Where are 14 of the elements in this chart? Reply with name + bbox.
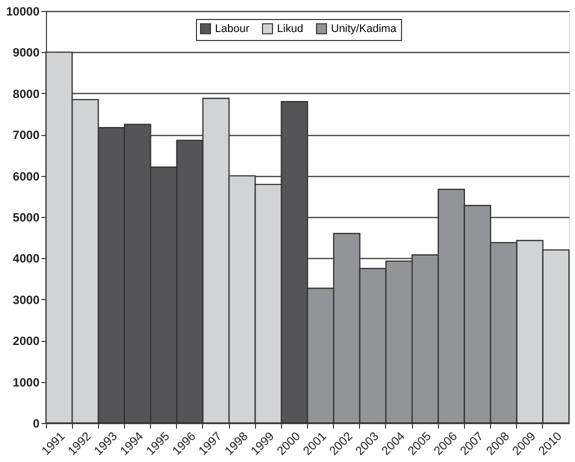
y-tick-label: 0 (32, 416, 40, 430)
legend-label: Unity/Kadima (331, 22, 398, 35)
y-tick-label: 1000 (12, 375, 40, 390)
y-tick-label: 5000 (12, 210, 40, 224)
y-tick-label: 9000 (12, 46, 40, 60)
legend-label: Labour (215, 22, 250, 35)
y-tick-label: 8000 (12, 86, 40, 101)
y-tick-label: 4000 (12, 252, 40, 266)
y-tick-label: 10000 (6, 4, 40, 18)
y-tick-label: 6000 (12, 169, 40, 184)
y-tick-label: 3000 (12, 292, 40, 307)
y-tick-label: 2000 (12, 334, 40, 348)
y-tick-label: 7000 (12, 128, 40, 142)
legend-label: Likud (277, 22, 304, 35)
